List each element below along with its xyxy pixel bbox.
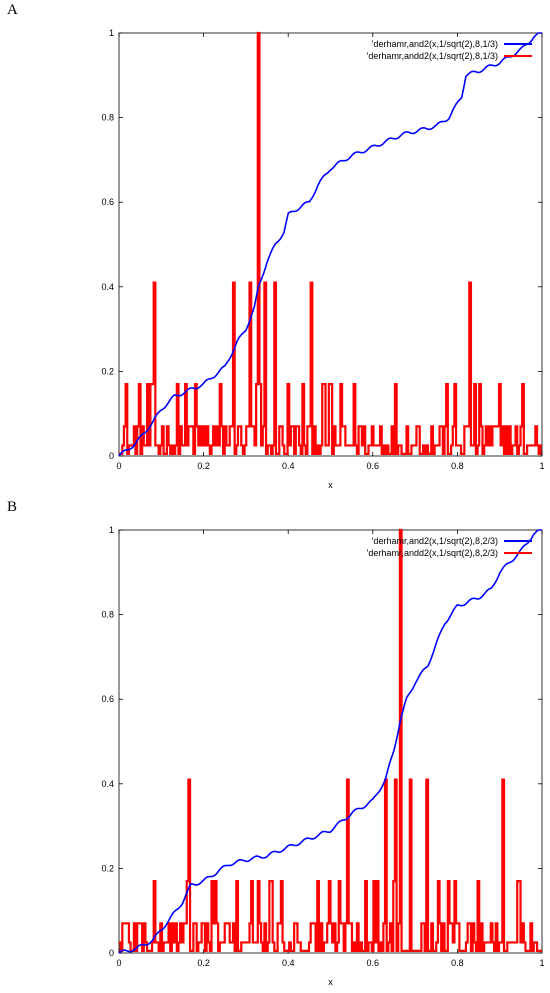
x-tick-label: 0	[116, 958, 121, 968]
chart-panel-b: B 0 0.2 0.4 0.6 0.8 1 0 0.2 0.4 0.6 0.8 1 x 'derhamr,…	[0, 497, 550, 993]
x-tick-label: 0.6	[367, 958, 380, 968]
x-tick-label: 1	[539, 958, 544, 968]
x-tick-label: 0.4	[282, 461, 295, 471]
y-tick-label: 0.8	[101, 113, 114, 123]
y-tick-label: 0.2	[101, 863, 114, 873]
x-tick-label: 0.4	[282, 958, 295, 968]
legend-entry-label: 'derhamr,and2(x,1/sqrt(2),8,2/3)	[372, 536, 498, 546]
legend-entry-label: 'derhamr,and2(x,1/sqrt(2),8,1/3)	[372, 39, 498, 49]
y-tick-label: 0.6	[101, 197, 114, 207]
x-axis-label: x	[328, 480, 333, 490]
legend-entry-label: 'derhamr,andd2(x,1/sqrt(2),8,2/3)	[367, 548, 498, 558]
y-tick-label: 0.4	[101, 779, 114, 789]
legend-entry-label: 'derhamr,andd2(x,1/sqrt(2),8,1/3)	[367, 51, 498, 61]
panel-label-a: A	[7, 2, 18, 18]
x-tick-label: 0.8	[451, 958, 464, 968]
y-tick-label: 1	[109, 28, 114, 38]
y-tick-label: 0.6	[101, 694, 114, 704]
plot-frame	[118, 32, 543, 457]
y-tick-label: 1	[109, 525, 114, 535]
x-tick-label: 0.6	[367, 461, 380, 471]
series-cdf-line	[118, 529, 542, 954]
x-tick-label: 0.2	[197, 461, 210, 471]
y-tick-label: 0	[109, 948, 114, 958]
y-tick-label: 0.2	[101, 366, 114, 376]
chart-panel-a: A 0 0.2 0.4 0.6 0.8 1 0 0.2 0.4 0.6 0.8 1 x 'derhamr,…	[0, 0, 550, 496]
y-tick-label: 0.4	[101, 282, 114, 292]
series-density-line	[119, 528, 542, 952]
plot-frame	[118, 529, 543, 954]
x-tick-label: 0	[116, 461, 121, 471]
chart-svg-a: 0 0.2 0.4 0.6 0.8 1 0 0.2 0.4 0.6 0.8 1 x 'derhamr,an…	[101, 28, 544, 490]
y-tick-label: 0.8	[101, 610, 114, 620]
x-tick-label: 0.2	[197, 958, 210, 968]
series-density-line	[119, 31, 542, 455]
x-axis-label: x	[328, 977, 333, 987]
y-tick-label: 0	[109, 451, 114, 461]
chart-svg-b: 0 0.2 0.4 0.6 0.8 1 0 0.2 0.4 0.6 0.8 1 x 'derhamr,an…	[101, 525, 544, 987]
panel-label-b: B	[7, 499, 18, 515]
x-tick-label: 1	[539, 461, 544, 471]
series-cdf-line	[118, 32, 542, 457]
x-tick-label: 0.8	[451, 461, 464, 471]
